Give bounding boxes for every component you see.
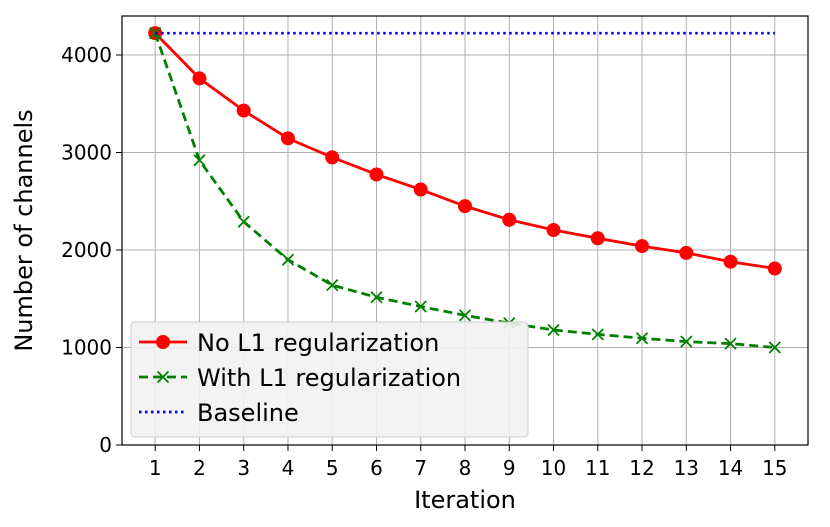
- legend-entry: With L1 regularization: [139, 364, 461, 392]
- data-point: [679, 245, 694, 260]
- data-point: [370, 291, 383, 304]
- data-point: [413, 182, 428, 197]
- x-tick-label: 10: [541, 456, 566, 480]
- data-point: [590, 231, 605, 246]
- y-axis-ticks: 0 1000 2000 3000 4000: [61, 43, 122, 457]
- data-point: [768, 341, 781, 354]
- x-tick-label: 9: [503, 456, 516, 480]
- data-point: [767, 261, 782, 276]
- data-point: [635, 332, 649, 345]
- data-point: [369, 167, 384, 182]
- data-point: [326, 278, 339, 292]
- data-point: [156, 335, 170, 349]
- y-tick-label: 3000: [61, 141, 112, 165]
- x-tick-label: 8: [459, 456, 472, 480]
- x-tick-label: 7: [414, 456, 427, 480]
- data-point: [236, 103, 251, 118]
- data-point: [547, 323, 560, 337]
- data-point: [458, 309, 472, 322]
- legend-label: With L1 regularization: [197, 364, 461, 392]
- x-tick-label: 6: [370, 456, 383, 480]
- data-point: [281, 253, 295, 266]
- data-point: [680, 335, 693, 348]
- x-tick-label: 5: [326, 456, 339, 480]
- y-axis-label: Number of channels: [10, 109, 38, 351]
- x-tick-label: 13: [674, 456, 699, 480]
- data-point: [325, 150, 340, 165]
- legend-entry: Baseline: [139, 399, 299, 427]
- x-tick-label: 12: [629, 456, 654, 480]
- y-tick-label: 4000: [61, 43, 112, 67]
- legend-label: No L1 regularization: [197, 329, 439, 357]
- y-tick-label: 1000: [61, 336, 112, 360]
- data-point: [724, 337, 737, 350]
- data-point: [156, 370, 170, 384]
- data-point: [635, 239, 650, 254]
- y-tick-label: 0: [99, 433, 112, 457]
- x-tick-label: 2: [193, 456, 206, 480]
- x-tick-label: 1: [149, 456, 162, 480]
- data-point: [192, 71, 207, 86]
- data-point: [280, 131, 295, 146]
- y-tick-label: 2000: [61, 238, 112, 262]
- data-point: [591, 328, 604, 341]
- x-tick-label: 14: [718, 456, 743, 480]
- x-tick-label: 3: [237, 456, 250, 480]
- data-point: [723, 254, 738, 269]
- data-point: [458, 199, 472, 214]
- legend-box: [130, 321, 529, 438]
- legend-entry: No L1 regularization: [139, 329, 439, 357]
- x-axis-ticks: 1 2 3 4 5 6 7 8 9 10 11 12 13 14 15: [149, 445, 788, 480]
- data-point: [502, 212, 517, 227]
- data-point: [193, 154, 206, 167]
- data-point: [414, 300, 427, 313]
- x-tick-label: 15: [762, 456, 787, 480]
- legend-label: Baseline: [197, 399, 299, 427]
- x-tick-label: 11: [585, 456, 610, 480]
- x-tick-label: 4: [282, 456, 295, 480]
- x-axis-label: Iteration: [414, 486, 516, 514]
- data-point: [237, 215, 250, 228]
- data-point: [546, 223, 561, 238]
- legend: No L1 regularization With L1 regularizati…: [130, 321, 529, 438]
